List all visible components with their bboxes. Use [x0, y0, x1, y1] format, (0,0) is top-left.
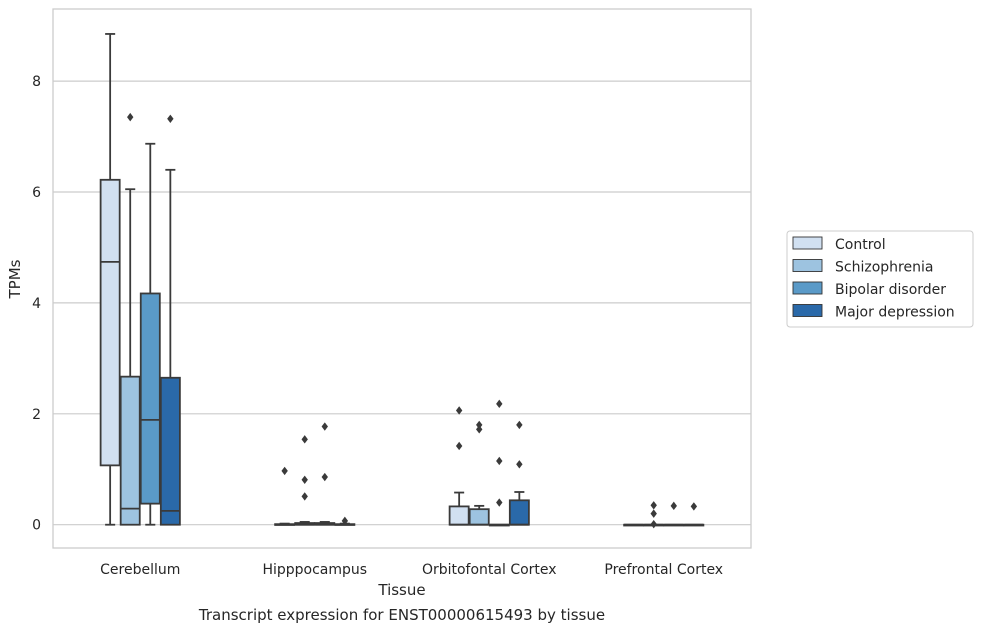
y-axis-ticks: 0 2 4 6 8 [32, 74, 41, 534]
box [508, 499, 530, 526]
legend-frame [786, 230, 974, 328]
box-plots [99, 33, 705, 529]
y-tick-label: 8 [32, 74, 41, 90]
legend-swatch [792, 304, 823, 317]
legend-label: Major depression [835, 305, 955, 321]
y-tick-label: 4 [32, 296, 41, 312]
box-group [643, 501, 665, 529]
box-group [334, 516, 356, 526]
legend-swatch [792, 259, 823, 272]
legend-swatch [792, 236, 823, 250]
y-axis-label: TPMs [6, 259, 24, 299]
box-group [274, 466, 296, 526]
box [468, 508, 490, 526]
x-tick-label: Cerebellum [100, 562, 180, 578]
box [448, 505, 470, 526]
outlier-point [690, 502, 698, 511]
outlier-point [301, 435, 308, 444]
outlier-point [167, 114, 174, 123]
outlier-point [321, 422, 328, 431]
box [139, 292, 161, 505]
box-group [488, 399, 510, 527]
box-group [683, 502, 705, 527]
outlier-point [281, 466, 288, 476]
outlier-point [341, 516, 349, 526]
outlier-point [321, 472, 328, 482]
box-group [294, 435, 316, 526]
outlier-point [650, 519, 657, 529]
outlier-point [496, 399, 503, 409]
box-group [139, 142, 161, 526]
box-group [119, 112, 141, 526]
box [119, 375, 141, 526]
box-group [314, 422, 336, 526]
box-group [448, 406, 470, 526]
outlier-point [650, 509, 657, 518]
x-tick-label: Hipppocampus [262, 562, 367, 578]
box [159, 376, 181, 526]
box-group [623, 523, 645, 527]
outlier-point [650, 501, 657, 510]
legend-swatch [792, 281, 823, 295]
legend-label: Control [835, 237, 886, 253]
box-group [468, 420, 490, 526]
outlier-point [670, 501, 677, 511]
outlier-point [455, 441, 463, 451]
x-tick-label: Prefrontal Cortex [604, 562, 723, 578]
outlier-point [496, 456, 503, 466]
outlier-point [301, 492, 308, 501]
outlier-point [496, 498, 503, 507]
legend-label: Bipolar disorder [835, 282, 946, 298]
outlier-point [476, 425, 483, 434]
box-group [663, 501, 685, 527]
x-axis-label: Tissue [377, 581, 425, 599]
x-axis-ticks: Cerebellum Hipppocampus Orbitofontal Corte… [100, 562, 723, 578]
x-tick-label: Orbitofontal Cortex [422, 562, 557, 578]
outlier-point [127, 112, 134, 122]
figure-caption: Transcript expression for ENST0000061549… [198, 606, 606, 624]
outlier-point [301, 475, 308, 484]
y-tick-label: 0 [32, 518, 41, 534]
outlier-point [516, 420, 523, 430]
box-group [99, 33, 121, 526]
y-tick-label: 2 [32, 407, 41, 423]
box-group [508, 420, 530, 526]
legend-label: Schizophrenia [835, 260, 933, 276]
outlier-point [455, 406, 463, 415]
plot-frame [52, 8, 752, 549]
y-tick-label: 6 [32, 185, 41, 201]
legend: Control Schizophrenia Bipolar disorder Majo… [786, 230, 974, 328]
outlier-point [476, 420, 483, 430]
box-group [159, 114, 181, 526]
outlier-point [516, 460, 523, 469]
box [99, 178, 121, 467]
